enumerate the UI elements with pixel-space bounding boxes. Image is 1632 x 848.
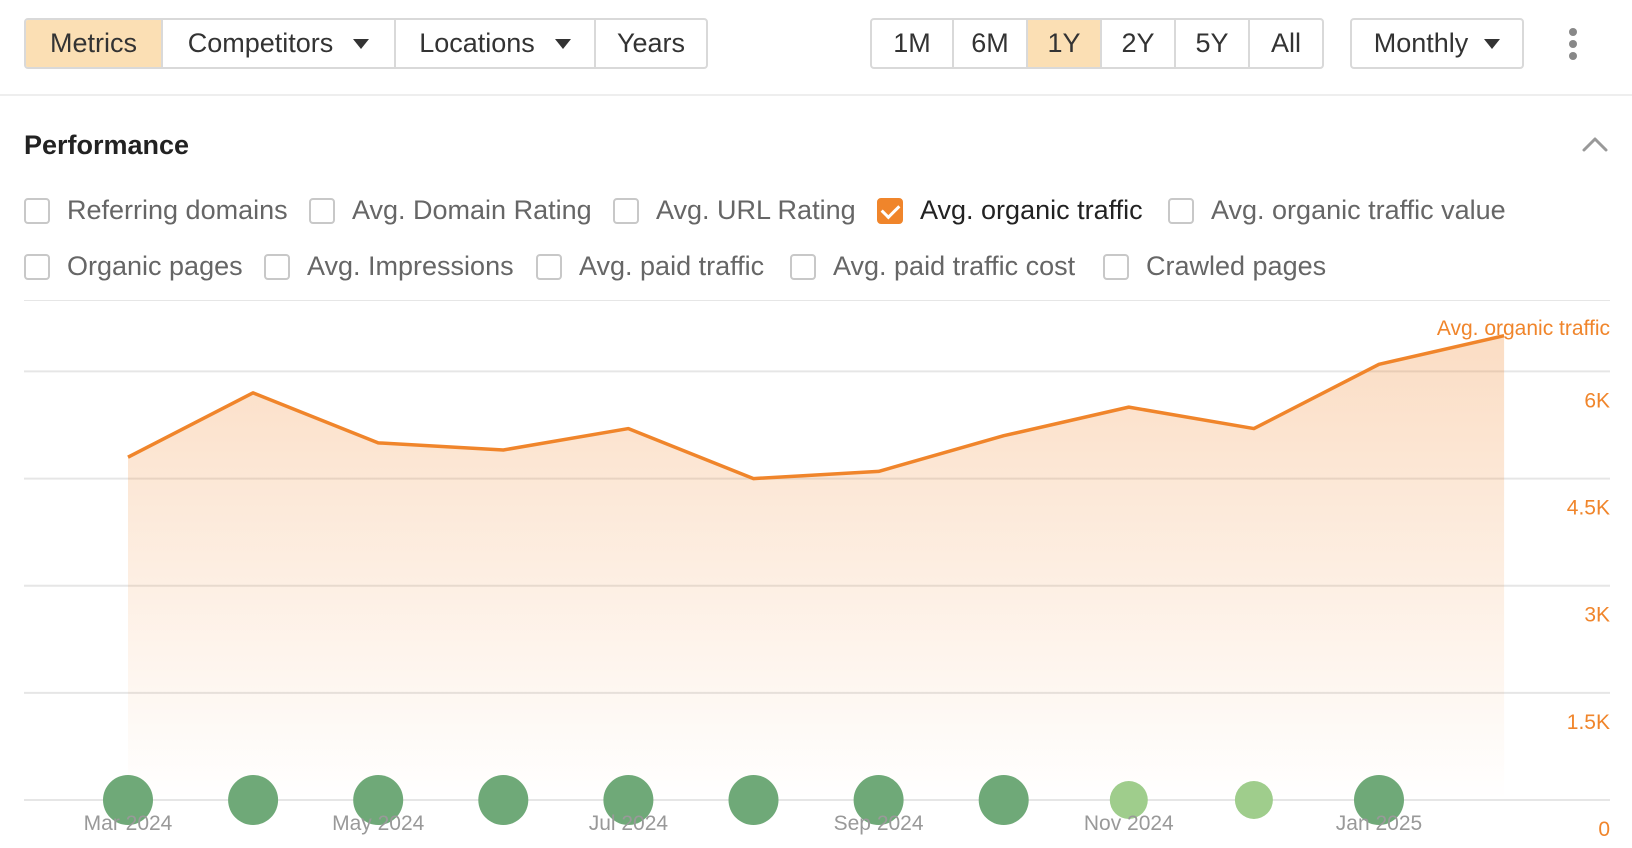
series-line bbox=[127, 334, 1505, 481]
range-1y-button[interactable]: 1Y bbox=[1028, 20, 1102, 67]
y-tick-label: 1.5K bbox=[1567, 711, 1610, 734]
y-tick-label: 0 bbox=[1598, 818, 1610, 841]
range-1m-button[interactable]: 1M bbox=[872, 20, 954, 67]
metric-avg-paid-traffic[interactable]: Avg. paid traffic bbox=[536, 251, 764, 282]
x-tick-label: Sep 2024 bbox=[834, 812, 924, 835]
metric-label: Organic pages bbox=[67, 251, 243, 281]
metrics-button-label: Metrics bbox=[50, 28, 137, 58]
competitors-dropdown[interactable]: Competitors bbox=[163, 20, 396, 67]
metric-crawled-pages[interactable]: Crawled pages bbox=[1103, 251, 1326, 282]
series-area bbox=[128, 335, 1505, 800]
y-tick-label: 4.5K bbox=[1567, 497, 1610, 520]
years-button-label: Years bbox=[616, 28, 686, 58]
range-label: 2Y bbox=[1121, 28, 1155, 58]
checkbox-checked[interactable] bbox=[877, 197, 903, 224]
metric-organic-pages[interactable]: Organic pages bbox=[24, 251, 243, 282]
caret-down-icon bbox=[353, 38, 370, 49]
checkbox[interactable] bbox=[24, 197, 50, 224]
range-label: 5Y bbox=[1195, 28, 1229, 58]
locations-dropdown-label: Locations bbox=[419, 28, 535, 58]
competitors-dropdown-label: Competitors bbox=[187, 28, 334, 58]
toolbar: Metrics Competitors Locations Years 1M 6… bbox=[0, 0, 1632, 96]
metric-referring-domains[interactable]: Referring domains bbox=[24, 195, 288, 226]
x-tick-label: Mar 2024 bbox=[84, 812, 173, 835]
x-tick-label: Nov 2024 bbox=[1084, 812, 1174, 835]
view-mode-group: Metrics Competitors Locations Years bbox=[24, 18, 708, 69]
annotation-dot bbox=[1109, 781, 1148, 819]
checkbox[interactable] bbox=[309, 197, 335, 224]
annotation-dot bbox=[103, 775, 153, 825]
more-vertical-icon[interactable] bbox=[1561, 26, 1585, 62]
interval-dropdown[interactable]: Monthly bbox=[1350, 18, 1524, 69]
metric-label: Avg. paid traffic bbox=[579, 251, 765, 281]
annotation-dot bbox=[228, 775, 279, 825]
x-tick-label: Jul 2024 bbox=[589, 812, 669, 835]
range-6m-button[interactable]: 6M bbox=[954, 20, 1028, 67]
interval-dropdown-label: Monthly bbox=[1373, 28, 1469, 58]
date-range-group: 1M 6M 1Y 2Y 5Y All bbox=[870, 18, 1324, 69]
checkbox[interactable] bbox=[790, 253, 816, 280]
checkbox[interactable] bbox=[264, 253, 290, 280]
metrics-button[interactable]: Metrics bbox=[26, 20, 163, 67]
checkbox[interactable] bbox=[24, 253, 50, 280]
annotation-dot bbox=[728, 775, 779, 825]
metric-label: Avg. URL Rating bbox=[656, 195, 856, 225]
annotation-dot bbox=[478, 775, 529, 825]
annotation-dot bbox=[353, 775, 404, 825]
range-label: All bbox=[1270, 28, 1301, 58]
annotation-dot bbox=[603, 775, 654, 825]
range-label: 6M bbox=[971, 28, 1009, 58]
metric-avg-organic-traffic[interactable]: Avg. organic traffic bbox=[877, 195, 1143, 226]
x-tick-label: May 2024 bbox=[332, 812, 425, 835]
metric-label: Avg. organic traffic bbox=[920, 195, 1143, 225]
annotation-dot bbox=[978, 775, 1029, 825]
metric-avg-domain-rating[interactable]: Avg. Domain Rating bbox=[309, 195, 592, 226]
traffic-chart: Avg. organic traffic 0 1.5K 3K 4.5K 6K Mar 202… bbox=[24, 300, 1610, 841]
annotation-dot bbox=[1354, 775, 1404, 825]
range-label: 1Y bbox=[1047, 28, 1081, 58]
metric-avg-impressions[interactable]: Avg. Impressions bbox=[264, 251, 514, 282]
chevron-up-icon[interactable] bbox=[1580, 132, 1610, 156]
caret-down-icon bbox=[1484, 38, 1501, 49]
checkbox[interactable] bbox=[1168, 197, 1194, 224]
metric-label: Avg. paid traffic cost bbox=[833, 251, 1076, 281]
years-button[interactable]: Years bbox=[596, 20, 706, 67]
y-tick-label: 3K bbox=[1584, 604, 1610, 627]
caret-down-icon bbox=[554, 38, 571, 49]
metric-label: Avg. Impressions bbox=[307, 251, 514, 281]
checkbox[interactable] bbox=[536, 253, 562, 280]
section-title: Performance bbox=[24, 130, 190, 160]
range-label: 1M bbox=[893, 28, 931, 58]
range-all-button[interactable]: All bbox=[1250, 20, 1322, 67]
locations-dropdown[interactable]: Locations bbox=[396, 20, 596, 67]
y-axis-title: Avg. organic traffic bbox=[1437, 317, 1610, 340]
metric-label: Avg. organic traffic value bbox=[1211, 195, 1506, 225]
x-tick-label: Jan 2025 bbox=[1336, 812, 1422, 835]
metric-label: Referring domains bbox=[67, 195, 288, 225]
range-5y-button[interactable]: 5Y bbox=[1176, 20, 1250, 67]
metric-label: Avg. Domain Rating bbox=[352, 195, 592, 225]
metric-avg-paid-traffic-cost[interactable]: Avg. paid traffic cost bbox=[790, 251, 1075, 282]
metric-label: Crawled pages bbox=[1146, 251, 1327, 281]
checkbox[interactable] bbox=[613, 197, 639, 224]
metric-avg-organic-traffic-value[interactable]: Avg. organic traffic value bbox=[1168, 195, 1506, 226]
y-tick-label: 6K bbox=[1584, 389, 1610, 412]
range-2y-button[interactable]: 2Y bbox=[1102, 20, 1176, 67]
annotation-dot bbox=[1234, 781, 1273, 819]
annotation-dot bbox=[853, 775, 904, 825]
metric-avg-url-rating[interactable]: Avg. URL Rating bbox=[613, 195, 856, 226]
checkbox[interactable] bbox=[1103, 253, 1129, 280]
